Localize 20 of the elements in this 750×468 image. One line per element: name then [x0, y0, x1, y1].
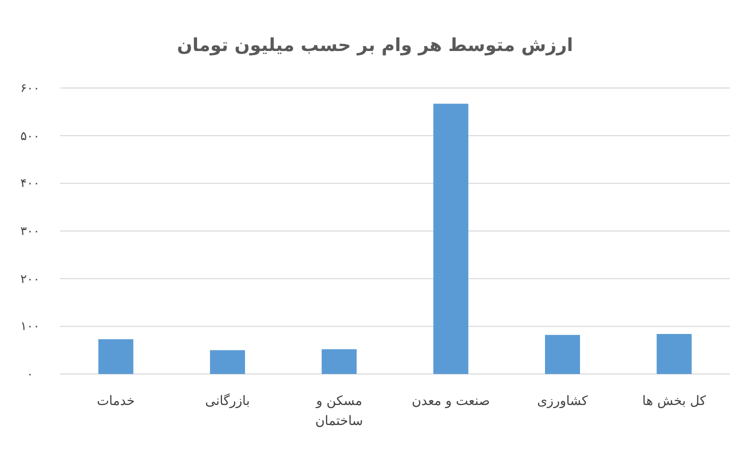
y-tick-label: ۶۰۰	[19, 80, 41, 97]
y-tick-label: ۳۰۰	[19, 223, 41, 240]
bar	[210, 350, 245, 374]
x-tick-label: صنعت و معدن	[410, 393, 491, 411]
x-tick-label: بازرگانی	[204, 392, 251, 411]
y-tick-label: ۰	[26, 366, 34, 383]
bar	[98, 339, 134, 374]
y-tick-label: ۲۰۰	[19, 270, 41, 288]
chart-title: ارزش متوسط هر وام بر حسب میلیون تومان	[176, 34, 574, 58]
y-tick-label: ۴۰۰	[19, 175, 41, 192]
x-tick-label: خدمات	[96, 393, 136, 411]
bar	[656, 334, 692, 374]
x-tick-label: کشاورزی	[536, 393, 589, 411]
x-tick-label: کل بخش ها	[641, 393, 707, 411]
y-tick-label: ۱۰۰	[19, 318, 41, 336]
bar	[545, 334, 580, 374]
x-tick-label: مسکن و ساختمان	[314, 393, 364, 431]
bar	[433, 104, 468, 374]
y-tick-label: ۵۰۰	[19, 128, 41, 145]
bar	[322, 349, 357, 374]
